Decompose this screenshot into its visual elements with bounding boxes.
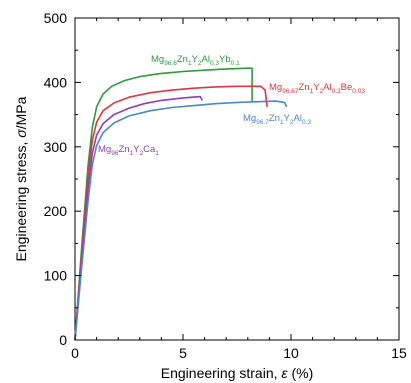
axis-ticks: 0 5 10 15 0 100 200 300 400 500 (44, 10, 407, 361)
y-axis-symbol: σ (13, 129, 29, 138)
y-tick-label: 0 (59, 332, 67, 348)
series-label-mg96zn1y2ca1: Mg96Zn1Y2Ca1 (98, 144, 159, 157)
series-labels: Mg96.6Zn1Y2Al0.3Yb0.1 Mg96.67Zn1Y2Al0.3Be… (98, 54, 365, 157)
y-axis-unit: /MPa (13, 96, 29, 129)
series-label-mg96-6zn1y2al0-3yb0-1: Mg96.6Zn1Y2Al0.3Yb0.1 (151, 54, 240, 67)
x-tick-label: 10 (283, 345, 299, 361)
x-tick-label: 5 (179, 345, 187, 361)
series-label-mg96-67zn1y2al0-3be0-03: Mg96.67Zn1Y2Al0.3Be0.03 (269, 82, 365, 95)
x-axis-symbol: ε (281, 365, 288, 381)
y-tick-label: 100 (44, 268, 68, 284)
series-label-mg96-7zn1y2al0-3: Mg96.7Zn1Y2Al0.3 (243, 113, 311, 126)
x-tick-label: 15 (391, 345, 407, 361)
x-axis-label: Engineering strain, ε (%) (161, 365, 313, 381)
y-tick-label: 500 (44, 10, 68, 26)
series-line-mg96-7zn1y2al0-3 (74, 100, 288, 341)
x-axis-unit: (%) (288, 365, 314, 381)
x-axis-label-text: Engineering strain, (161, 365, 282, 381)
series-line-mg96-6zn1y2al0-3yb0-1 (74, 67, 253, 341)
series-lines (74, 67, 288, 341)
y-axis-label-text: Engineering stress, (13, 138, 29, 262)
y-axis-label: Engineering stress, σ/MPa (13, 96, 29, 261)
x-tick-label: 0 (71, 345, 79, 361)
y-tick-label: 200 (44, 203, 68, 219)
series-line-mg96zn1y2ca1 (74, 95, 204, 341)
y-tick-label: 300 (44, 139, 68, 155)
y-tick-label: 400 (44, 74, 68, 90)
series-line-mg96-67zn1y2al0-3be0-03 (74, 85, 268, 341)
